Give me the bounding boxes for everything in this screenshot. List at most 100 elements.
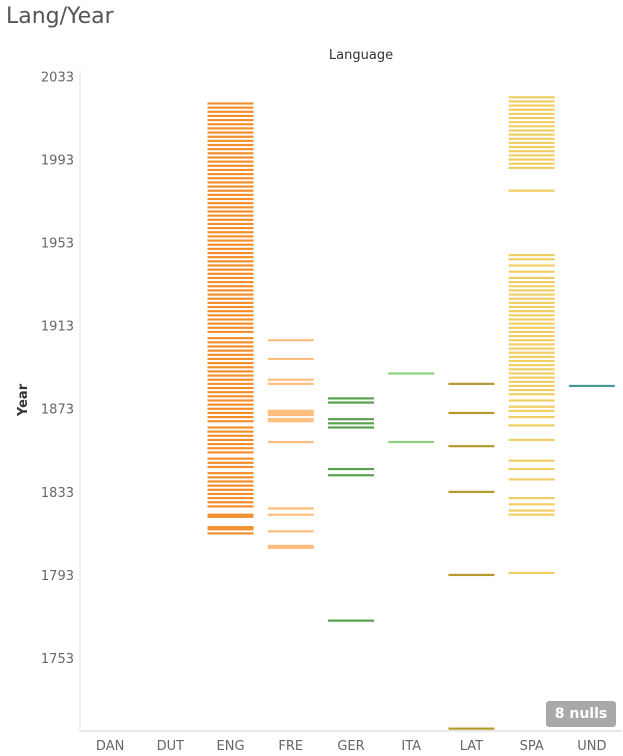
strip-mark <box>568 384 615 388</box>
strip-mark <box>267 544 314 547</box>
strip-mark <box>508 133 555 136</box>
strip-mark <box>388 372 435 375</box>
strip-mark <box>207 430 254 433</box>
strip-mark <box>207 222 254 226</box>
strip-mark <box>508 409 555 412</box>
strip-mark <box>508 497 555 500</box>
strip-mark <box>508 380 555 383</box>
strip-mark <box>508 121 555 124</box>
strip-mark <box>508 258 555 261</box>
strip-mark <box>207 218 254 221</box>
strip-mark <box>207 251 254 255</box>
strip-mark <box>207 337 254 340</box>
strip-mark <box>508 166 555 169</box>
strip-mark <box>207 272 254 275</box>
strip-mark <box>508 343 555 346</box>
y-axis-label-group: Year <box>16 383 31 417</box>
strip-mark <box>207 416 254 419</box>
strip-mark <box>508 146 555 149</box>
strip-mark <box>207 285 254 288</box>
strip-mark <box>508 112 555 115</box>
strip-mark <box>207 243 254 246</box>
y-tick-label: 1913 <box>41 320 74 335</box>
strip-mark <box>328 401 374 404</box>
chart-marks <box>207 96 615 730</box>
y-tick-label: 1833 <box>41 486 74 501</box>
strip-mark <box>448 573 495 577</box>
strip-mark <box>207 131 254 134</box>
strip-mark <box>267 507 314 510</box>
strip-mark <box>207 193 254 196</box>
strip-mark <box>508 281 555 284</box>
strip-mark <box>207 256 254 259</box>
strip-mark <box>267 413 314 417</box>
strip-mark <box>448 445 495 448</box>
strip-mark <box>207 293 254 296</box>
strip-mark <box>207 160 254 163</box>
strip-mark <box>508 405 555 408</box>
strip-mark <box>448 727 495 730</box>
strip-mark <box>508 326 555 329</box>
strip-mark <box>207 202 254 205</box>
strip-mark <box>207 349 254 352</box>
strip-mark <box>207 480 254 483</box>
y-tick-label: 1993 <box>41 153 74 168</box>
strip-mark <box>508 351 555 354</box>
y-tick-label: 1953 <box>41 237 74 252</box>
strip-mark <box>207 426 254 429</box>
strip-mark <box>207 378 254 381</box>
strip-mark <box>508 254 555 257</box>
strip-mark <box>207 214 254 217</box>
strip-mark <box>207 173 254 176</box>
strip-mark <box>267 382 314 385</box>
strip-mark <box>207 318 254 321</box>
strip-mark <box>207 168 254 172</box>
strip-mark <box>207 472 254 475</box>
strip-mark <box>207 148 254 151</box>
x-tick-label: ITA <box>401 739 421 754</box>
strip-mark <box>207 185 254 188</box>
strip-mark <box>508 276 555 280</box>
strip-mark <box>207 181 254 184</box>
strip-mark <box>207 206 254 209</box>
strip-mark <box>508 503 555 506</box>
strip-mark <box>207 326 254 329</box>
strip-mark <box>508 355 555 358</box>
x-tick-label: UND <box>577 739 606 754</box>
strip-mark <box>207 513 254 516</box>
strip-mark <box>207 465 254 469</box>
strip-mark <box>508 513 555 516</box>
strip-mark <box>508 108 555 111</box>
y-tick-label: 2033 <box>41 70 74 85</box>
strip-mark <box>508 162 555 165</box>
strip-mark <box>207 231 254 234</box>
strip-mark <box>207 281 254 284</box>
strip-mark <box>207 386 254 390</box>
strip-mark <box>508 399 555 402</box>
strip-mark <box>207 488 254 491</box>
strip-mark <box>508 314 555 317</box>
strip-mark <box>207 139 254 142</box>
nulls-indicator[interactable]: 8 nulls <box>546 701 616 727</box>
x-axis-ticks: DAN DUT ENG FRE GER ITA LAT SPA UND <box>96 739 607 754</box>
strip-mark <box>508 359 555 363</box>
strip-mark <box>508 293 555 296</box>
strip-mark <box>267 418 314 421</box>
strip-mark <box>207 301 254 304</box>
strip-mark <box>207 434 254 437</box>
strip-mark <box>207 164 254 167</box>
strip-mark <box>207 210 254 213</box>
x-tick-label: SPA <box>520 739 544 754</box>
strip-mark <box>207 411 254 415</box>
strip-mark <box>328 426 374 429</box>
strip-mark <box>508 364 555 367</box>
strip-mark <box>508 100 555 103</box>
strip-mark <box>207 382 254 385</box>
strip-mark <box>267 530 314 533</box>
strip-mark <box>508 310 555 313</box>
strip-mark <box>207 135 254 138</box>
strip-mark <box>207 420 254 423</box>
strip-mark <box>207 247 254 250</box>
strip-mark <box>207 447 254 450</box>
strip-mark <box>508 104 555 107</box>
